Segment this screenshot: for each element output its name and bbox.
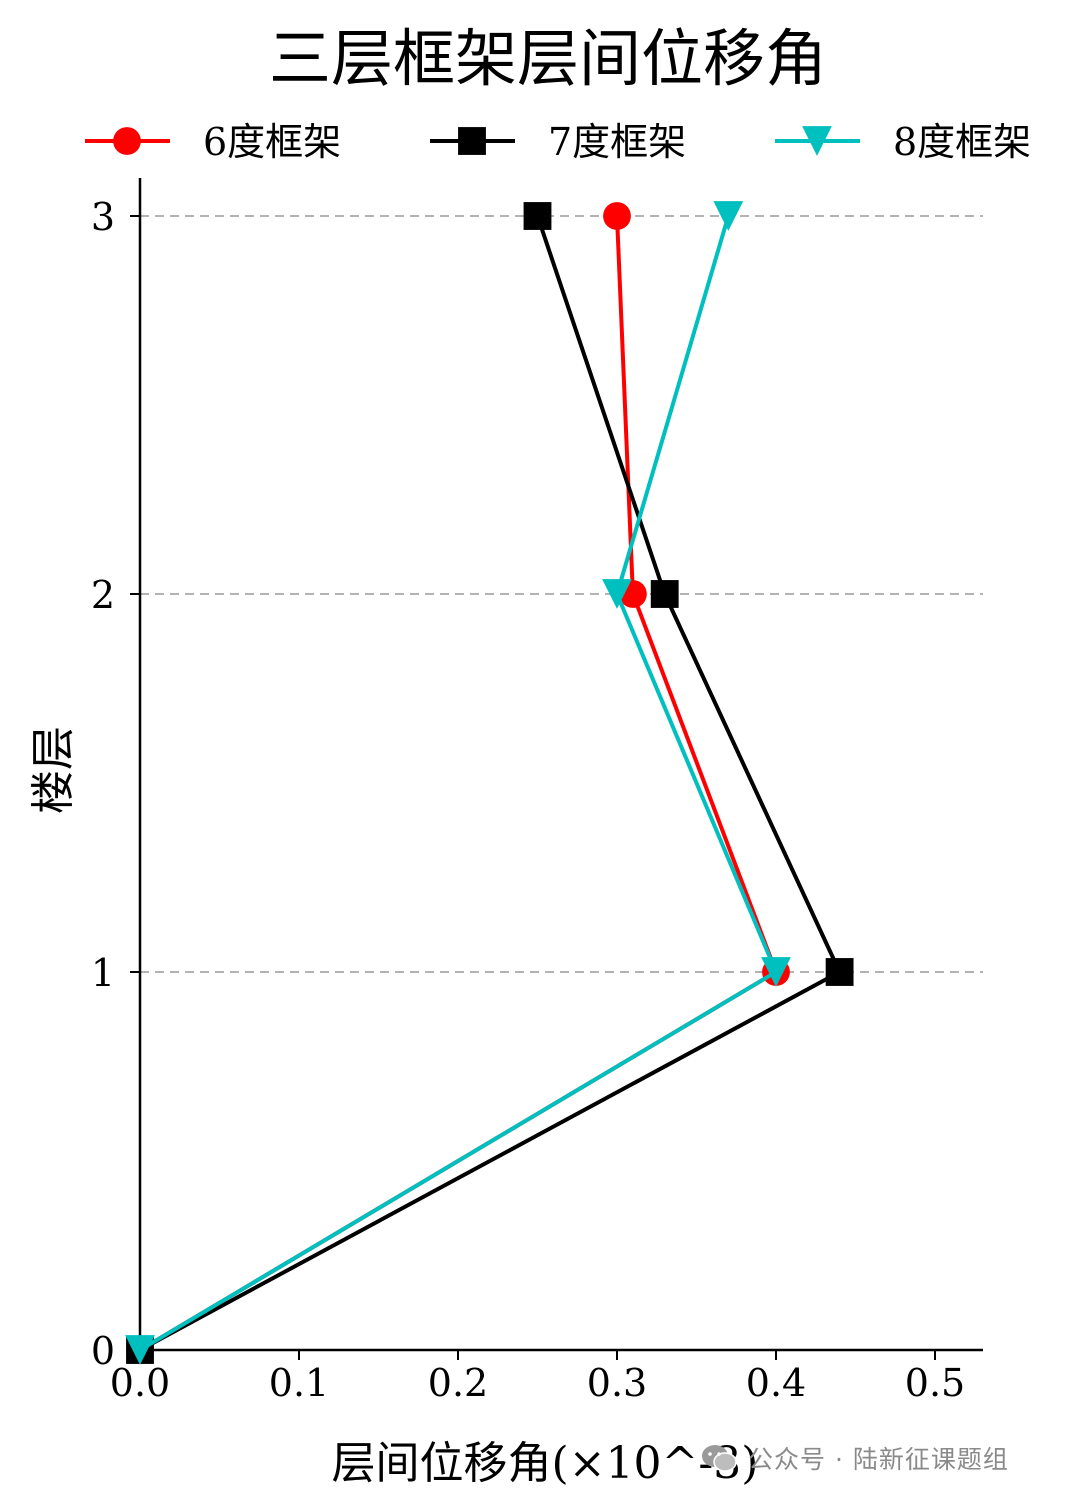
data-point bbox=[650, 580, 679, 608]
y-tick-label: 2 bbox=[91, 573, 115, 617]
legend-label: 8度框架 bbox=[893, 120, 1031, 164]
x-tick-label: 0.4 bbox=[746, 1361, 806, 1405]
data-point bbox=[825, 958, 854, 986]
x-tick-label: 0.2 bbox=[428, 1361, 488, 1405]
series-square bbox=[126, 202, 854, 1364]
y-tick-label: 0 bbox=[91, 1329, 115, 1373]
x-tick-label: 0.5 bbox=[905, 1361, 965, 1405]
y-ticks: 0 1 2 3 bbox=[91, 195, 140, 1373]
series-triangle-down bbox=[125, 201, 791, 1365]
grid-lines bbox=[140, 215, 983, 973]
data-point bbox=[713, 201, 744, 231]
y-tick-label: 3 bbox=[91, 195, 115, 239]
x-axis-label: 层间位移角(×10^-3) bbox=[332, 1438, 759, 1489]
series-line bbox=[139, 215, 842, 1352]
data-point bbox=[761, 957, 791, 987]
series-circle bbox=[126, 202, 790, 1364]
data-point bbox=[113, 127, 141, 155]
y-tick-label: 1 bbox=[91, 951, 115, 995]
wechat-icon bbox=[702, 1445, 737, 1472]
x-ticks: 0.0 0.1 0.2 0.3 0.4 0.5 bbox=[110, 1350, 965, 1405]
x-tick-label: 0.0 bbox=[110, 1361, 170, 1405]
legend-label: 6度框架 bbox=[203, 120, 341, 164]
legend-label: 7度框架 bbox=[548, 120, 686, 164]
x-tick-label: 0.1 bbox=[269, 1361, 329, 1405]
chart-title: 三层框架层间位移角 bbox=[269, 22, 827, 95]
data-point bbox=[603, 202, 631, 230]
x-tick-label: 0.3 bbox=[587, 1361, 647, 1405]
series-group bbox=[125, 201, 854, 1365]
legend-item: 7度框架 bbox=[430, 120, 686, 164]
data-point bbox=[523, 202, 552, 230]
data-point bbox=[602, 579, 632, 609]
watermark-text: 公众号 · 陆新征课题组 bbox=[748, 1445, 1009, 1474]
data-point bbox=[802, 126, 832, 156]
data-point bbox=[458, 127, 486, 155]
legend-item: 8度框架 bbox=[775, 120, 1031, 164]
watermark: 公众号 · 陆新征课题组 bbox=[700, 1440, 1009, 1476]
data-point bbox=[125, 1335, 155, 1365]
series-line bbox=[138, 215, 778, 1352]
y-axis-label: 楼层 bbox=[28, 726, 79, 814]
legend: 6度框架 7度框架 8度框架 bbox=[85, 120, 1031, 164]
legend-item: 6度框架 bbox=[85, 120, 341, 164]
